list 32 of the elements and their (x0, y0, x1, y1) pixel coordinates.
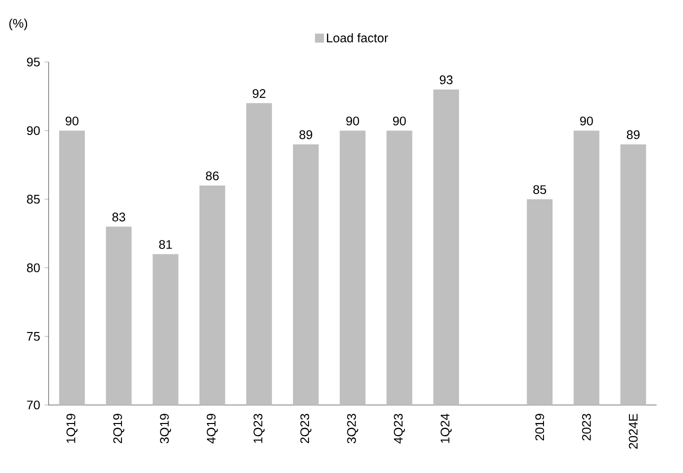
x-tick-label: 2019 (535, 414, 544, 440)
data-label: 93 (440, 75, 453, 84)
x-tick-label: 4Q19 (206, 414, 218, 444)
data-label: 92 (252, 89, 266, 98)
y-tick-label: 95 (27, 58, 40, 66)
data-label: 85 (533, 185, 546, 194)
y-tick-label: 75 (27, 332, 40, 341)
data-label: 90 (66, 116, 78, 126)
data-label: 81 (159, 240, 172, 249)
x-tick-label: 3Q19 (160, 414, 172, 444)
x-tick-label: 2Q19 (113, 414, 124, 444)
y-tick-label: 70 (27, 400, 40, 410)
y-tick-label: 80 (26, 263, 40, 272)
data-label: 83 (112, 212, 126, 222)
x-tick-label: 1Q19 (66, 414, 78, 443)
data-label: 89 (299, 130, 312, 140)
x-tick-label: 3Q23 (347, 414, 358, 444)
data-label: 89 (626, 130, 640, 140)
legend-label: Load factor (326, 33, 388, 42)
x-tick-label: 1Q23 (254, 414, 265, 443)
x-tick-label: 4Q23 (394, 414, 405, 444)
data-label: 90 (393, 116, 406, 126)
data-label: 86 (206, 171, 219, 180)
x-tick-label: 2024E (628, 414, 638, 449)
x-tick-label: 1Q24 (440, 414, 452, 443)
data-label: 90 (580, 116, 593, 126)
y-axis-title: (%) (9, 18, 28, 30)
y-tick-label: 90 (27, 126, 40, 136)
x-tick-label: 2Q23 (300, 414, 312, 444)
y-tick-label: 85 (26, 194, 40, 204)
x-tick-label: 2023 (582, 414, 591, 440)
data-label: 90 (346, 116, 360, 126)
